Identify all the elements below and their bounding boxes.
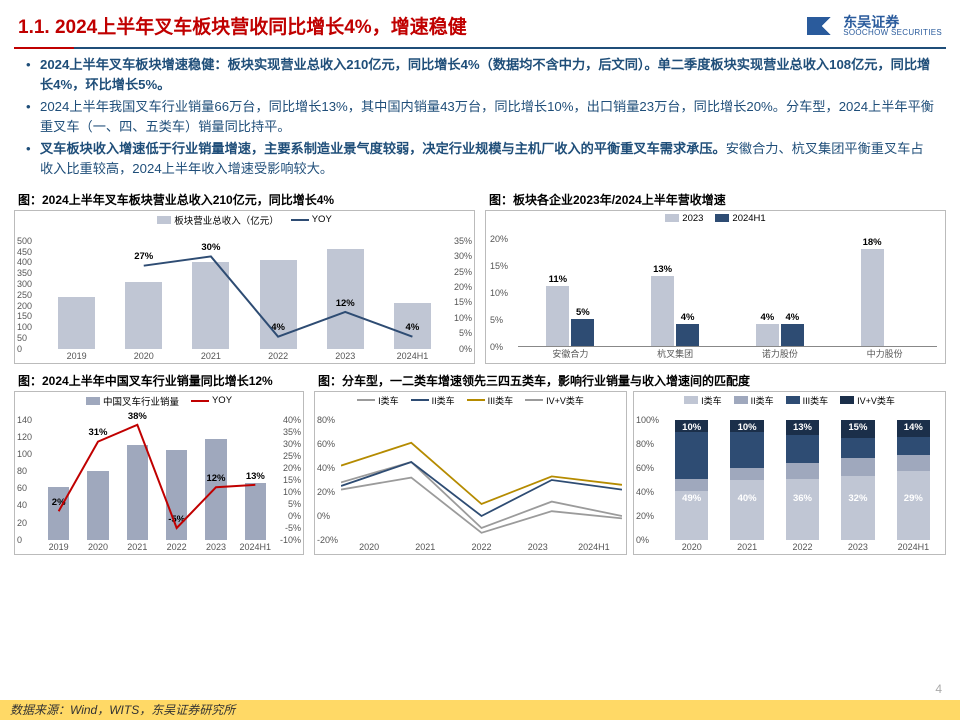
chart2-title: 图：板块各企业2023年/2024上半年营收增速: [489, 191, 946, 208]
chart4-stack: I类车II类车III类车IV+V类车10%49%10%40%13%36%15%3…: [633, 391, 946, 555]
page-number: 4: [935, 682, 942, 696]
brand-logo: 东吴证券 SOOCHOW SECURITIES: [807, 15, 942, 37]
chart2-wrap: 图：板块各企业2023年/2024上半年营收增速 20232024H111%5%…: [485, 187, 946, 364]
logo-en: SOOCHOW SECURITIES: [843, 29, 942, 37]
chart4-title: 图：分车型，一二类车增速领先三四五类车，影响行业销量与收入增速间的匹配度: [318, 372, 946, 389]
header-divider: [14, 47, 946, 49]
chart1: 板块营业总收入（亿元）YOY27%30%4%12%4%0501001502002…: [14, 210, 475, 364]
chart4-lines: I类车II类车III类车IV+V类车-20%0%20%40%60%80%2020…: [314, 391, 627, 555]
page-title: 1.1. 2024上半年叉车板块营收同比增长4%，增速稳健: [18, 12, 467, 39]
chart3-wrap: 图：2024上半年中国叉车行业销量同比增长12% 中国叉车行业销量YOY2%31…: [14, 368, 304, 555]
chart1-title: 图：2024上半年叉车板块营业总收入210亿元，同比增长4%: [18, 191, 475, 208]
chart3: 中国叉车行业销量YOY2%31%38%-5%12%13%020406080100…: [14, 391, 304, 555]
chart3-title: 图：2024上半年中国叉车行业销量同比增长12%: [18, 372, 304, 389]
footer-source: 数据来源：Wind，WITS，东吴证券研究所: [0, 700, 960, 720]
header: 1.1. 2024上半年叉车板块营收同比增长4%，增速稳健 东吴证券 SOOCH…: [0, 0, 960, 47]
chart2: 20232024H111%5%13%4%4%4%18%0%5%10%15%20%…: [485, 210, 946, 364]
bullet-item: 叉车板块收入增速低于行业销量增速，主要系制造业景气度较弱，决定行业规模与主机厂收…: [26, 139, 934, 180]
chart1-wrap: 图：2024上半年叉车板块营业总收入210亿元，同比增长4% 板块营业总收入（亿…: [14, 187, 475, 364]
bullet-list: 2024上半年叉车板块增速稳健：板块实现营业总收入210亿元，同比增长4%（数据…: [0, 55, 960, 185]
bullet-item: 2024上半年我国叉车行业销量66万台，同比增长13%，其中国内销量43万台，同…: [26, 97, 934, 138]
chart4-wrap: 图：分车型，一二类车增速领先三四五类车，影响行业销量与收入增速间的匹配度 I类车…: [314, 368, 946, 555]
logo-cn: 东吴证券: [843, 15, 942, 29]
logo-icon: [807, 17, 837, 35]
bullet-item: 2024上半年叉车板块增速稳健：板块实现营业总收入210亿元，同比增长4%（数据…: [26, 55, 934, 96]
charts-grid: 图：2024上半年叉车板块营业总收入210亿元，同比增长4% 板块营业总收入（亿…: [0, 185, 960, 555]
